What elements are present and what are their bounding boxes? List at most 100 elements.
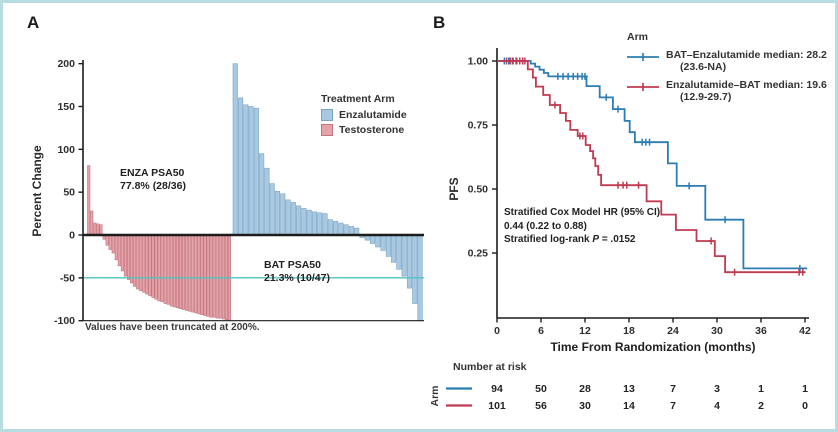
risk-count: 1 xyxy=(802,383,808,395)
y-tick-label: 100 xyxy=(57,144,75,156)
risk-count: 2 xyxy=(758,400,764,412)
enzalutamide-bar xyxy=(248,106,254,236)
risk-count: 4 xyxy=(714,400,720,412)
stats-line2: 0.44 (0.22 to 0.88) xyxy=(504,220,587,232)
testosterone-bar xyxy=(191,234,195,313)
legend-item-enzalutamide: Enzalutamide xyxy=(321,109,407,121)
x-tick-label: 24 xyxy=(667,325,679,337)
enzalutamide-bar xyxy=(401,234,407,277)
testosterone-bar xyxy=(209,234,213,318)
enzalutamide-bar xyxy=(296,205,302,236)
testosterone-bar xyxy=(105,234,109,246)
km-curve-enza-bat xyxy=(497,60,805,274)
testosterone-bar xyxy=(215,234,219,319)
testosterone-bar xyxy=(154,234,158,300)
testosterone-bar xyxy=(218,234,222,319)
testosterone-bar xyxy=(133,234,137,287)
panel-a-label: A xyxy=(27,13,40,32)
enzalutamide-bar xyxy=(412,234,418,304)
testosterone-bar xyxy=(179,234,183,309)
testosterone-bar xyxy=(157,234,161,302)
y-tick-label: 150 xyxy=(57,101,75,113)
enzalutamide-bar xyxy=(333,220,339,236)
risk-count: 56 xyxy=(535,400,547,412)
testosterone-bar xyxy=(221,234,225,320)
enzalutamide-bar xyxy=(253,107,259,236)
x-tick-label: 36 xyxy=(755,325,767,337)
enzalutamide-bar xyxy=(306,209,312,236)
testosterone-bar xyxy=(145,234,149,295)
testosterone-bar xyxy=(139,234,143,291)
km-legend-label: Enzalutamide–BAT median: 19.6 xyxy=(666,79,827,91)
risk-count: 0 xyxy=(802,400,808,412)
x-tick-label: 18 xyxy=(623,325,635,337)
y-tick-label: 200 xyxy=(57,58,75,70)
legend-item-testosterone: Testosterone xyxy=(321,124,407,136)
waterfall-chart: 200 150 100 50 0 -50 -100 xyxy=(54,58,424,327)
x-tick-label: 0 xyxy=(494,325,500,337)
enzalutamide-bar xyxy=(259,153,265,236)
legend-title: Treatment Arm xyxy=(321,93,395,105)
testosterone-bar xyxy=(200,234,204,315)
testosterone-bar xyxy=(212,234,216,318)
risk-count: 101 xyxy=(488,400,506,412)
testosterone-bar xyxy=(194,234,198,314)
y-tick-label: 0 xyxy=(69,230,75,242)
testosterone-bar xyxy=(117,234,121,267)
testosterone-bar xyxy=(114,234,118,261)
testosterone-bar xyxy=(111,234,115,254)
bat-psa50-line2: 21.3% (10/47) xyxy=(264,272,330,284)
testosterone-bar xyxy=(142,234,146,293)
y-tick-label: 0.25 xyxy=(468,248,489,260)
testosterone-bar xyxy=(148,234,152,297)
testosterone-bar xyxy=(169,234,173,307)
km-y-axis-title: PFS xyxy=(447,177,461,201)
blue-censored-line-icon xyxy=(627,53,659,61)
x-tick-label: 6 xyxy=(538,325,544,337)
y-tick-label: 1.00 xyxy=(468,56,489,68)
enzalutamide-bar xyxy=(322,213,328,236)
enzalutamide-bar xyxy=(290,202,296,236)
legend-item-label: Enzalutamide xyxy=(339,109,407,121)
waterfall-y-axis-title: Percent Change xyxy=(30,145,44,237)
testosterone-bar xyxy=(108,234,112,250)
km-legend: Arm BAT–Enzalutamide median: 28.2 (23.6-… xyxy=(627,31,827,103)
testosterone-bar xyxy=(130,234,134,284)
testosterone-bar xyxy=(166,234,170,305)
bat-psa50-annotation: BAT PSA50 21.3% (10/47) xyxy=(264,259,330,285)
enzalutamide-bar xyxy=(396,234,402,270)
risk-count: 1 xyxy=(758,383,764,395)
risk-count: 30 xyxy=(579,400,591,412)
testosterone-bar xyxy=(151,234,155,298)
km-legend-item-enza-bat: Enzalutamide–BAT median: 19.6 (12.9-29.7… xyxy=(627,79,827,103)
risk-count: 50 xyxy=(535,383,547,395)
risk-table-row-label: Arm xyxy=(429,385,441,407)
risk-count: 94 xyxy=(491,383,503,395)
risk-count: 7 xyxy=(670,383,676,395)
enzalutamide-bar xyxy=(301,208,307,236)
enzalutamide-bar xyxy=(280,193,286,236)
enzalutamide-bar xyxy=(385,234,391,257)
risk-count: 3 xyxy=(714,383,720,395)
enzalutamide-bar xyxy=(391,234,397,263)
km-curve-bat-enza xyxy=(497,60,808,270)
km-legend-ci: (23.6-NA) xyxy=(680,61,727,73)
testosterone-bar xyxy=(90,210,94,236)
testosterone-bar xyxy=(203,234,207,316)
testosterone-bar xyxy=(123,234,127,277)
panel-b-label: B xyxy=(433,13,446,32)
testosterone-bar xyxy=(93,222,97,236)
enza-psa50-line1: ENZA PSA50 xyxy=(120,167,185,179)
legend-item-label: Testosterone xyxy=(339,124,405,136)
treatment-arm-legend: Treatment Arm Enzalutamide Testosterone xyxy=(321,93,407,136)
testosterone-bar xyxy=(188,234,192,312)
enzalutamide-bar xyxy=(406,234,413,289)
enzalutamide-bar xyxy=(264,167,270,236)
enzalutamide-bar xyxy=(317,212,323,236)
testosterone-bar xyxy=(136,234,140,290)
y-tick-label: -50 xyxy=(60,272,75,284)
bat-psa50-line1: BAT PSA50 xyxy=(264,259,321,271)
y-tick-label: 0.50 xyxy=(468,184,489,196)
